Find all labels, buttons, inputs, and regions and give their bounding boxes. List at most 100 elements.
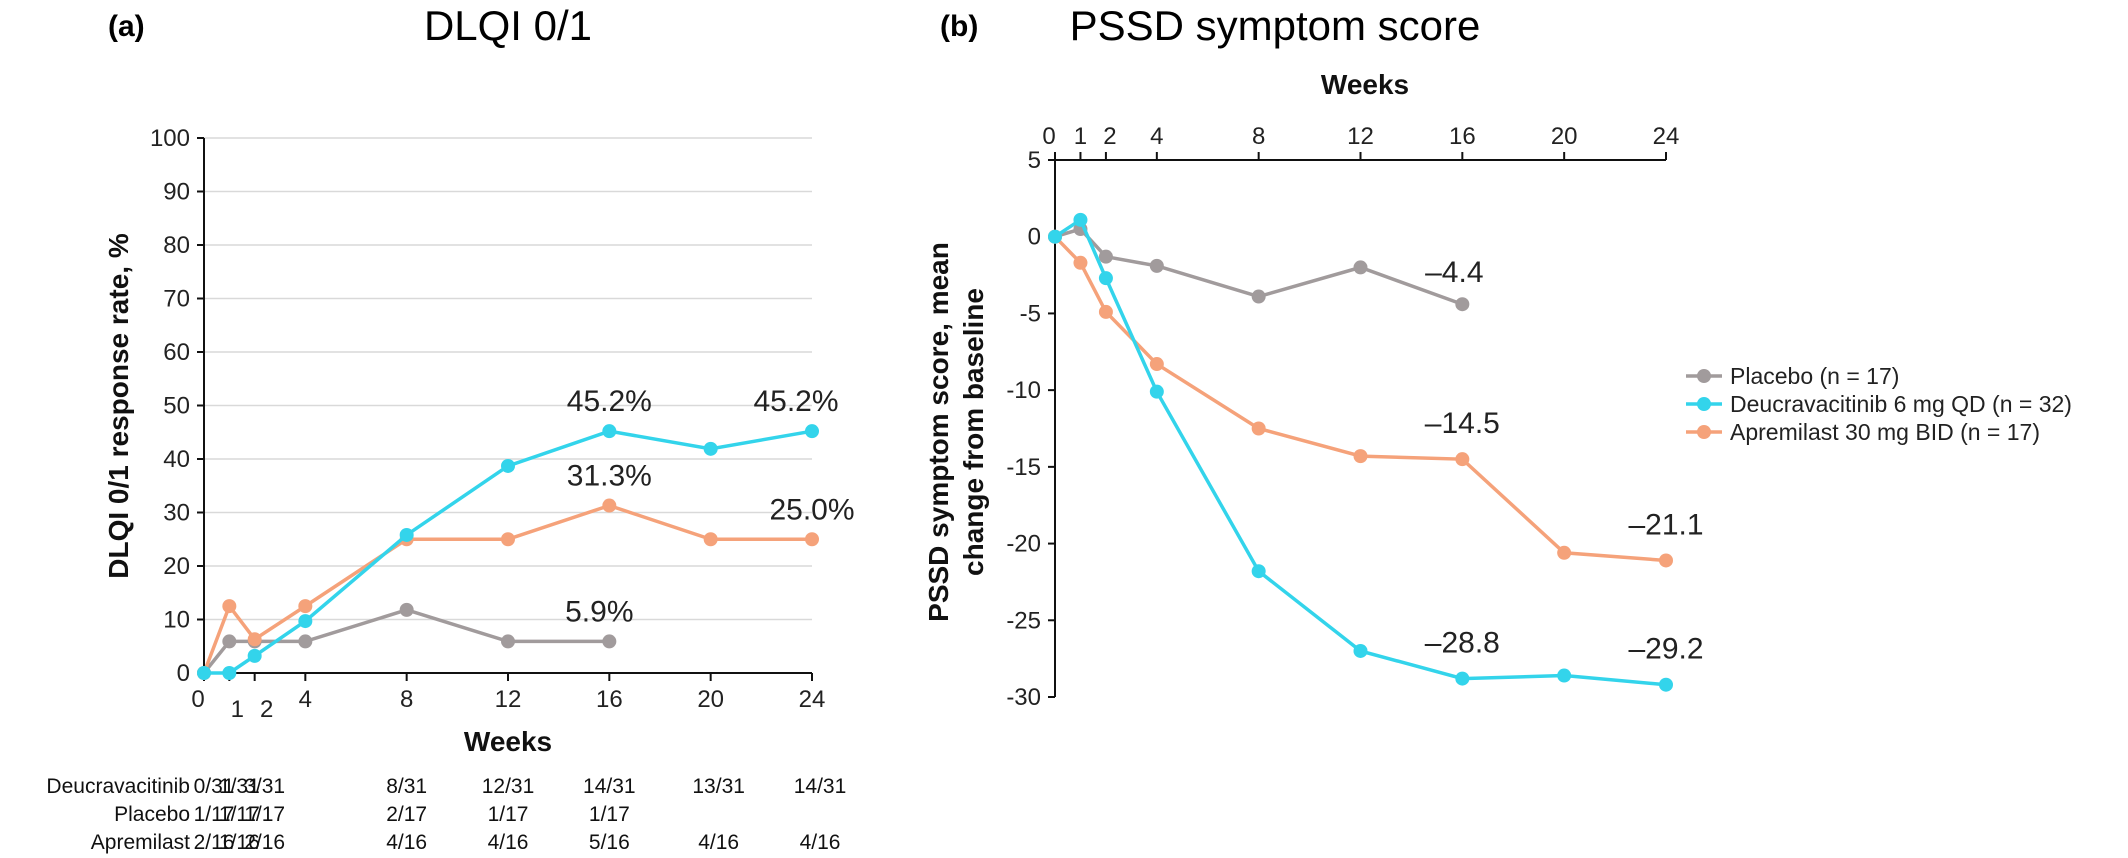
x-tick-label: 1 xyxy=(1074,123,1087,150)
x-tick-label: 24 xyxy=(1653,123,1680,150)
data-point-deucravacitinib xyxy=(501,458,515,473)
x-tick-label: 8 xyxy=(400,686,413,713)
data-point-apremilast xyxy=(1557,545,1572,560)
data-point-deucravacitinib xyxy=(1353,643,1368,658)
data-label: 45.2% xyxy=(753,385,838,418)
table-cell: 2/16 xyxy=(194,831,235,854)
data-point-apremilast xyxy=(222,599,237,614)
legend: Placebo (n = 17)Deucravacitinib 6 mg QD … xyxy=(1686,363,2072,445)
data-point-deucravacitinib xyxy=(1455,671,1470,686)
x-tick-label: 0 xyxy=(1042,123,1055,150)
data-label: 31.3% xyxy=(567,460,652,493)
x-tick-label: 2 xyxy=(260,696,273,723)
data-point-placebo xyxy=(501,634,515,649)
y-tick-label: 90 xyxy=(163,179,190,206)
table-cell: 1/17 xyxy=(219,803,260,826)
data-point-deucravacitinib xyxy=(1149,384,1164,399)
data-point-deucravacitinib xyxy=(1098,271,1113,286)
y-axis-title-a: DLQI 0/1 response rate, % xyxy=(103,233,134,579)
data-label: –4.4 xyxy=(1425,256,1483,289)
table-cell: 13/31 xyxy=(692,775,745,798)
y-tick-label: 30 xyxy=(163,500,190,527)
table-cell: 14/31 xyxy=(794,775,847,798)
data-point-placebo xyxy=(1353,260,1368,275)
y-tick-label: 0 xyxy=(1028,224,1041,251)
legend-swatch-marker xyxy=(1697,425,1711,439)
data-point-apremilast xyxy=(501,532,515,547)
table-cell: 8/31 xyxy=(386,775,427,798)
series-line-apremilast xyxy=(1053,235,1667,563)
table-cell: 1/17 xyxy=(244,803,285,826)
table-cell: 2/17 xyxy=(386,803,427,826)
x-tick-label: 16 xyxy=(596,686,623,713)
data-point-apremilast xyxy=(1455,452,1470,467)
data-point-placebo xyxy=(399,602,414,617)
panel-b-pssd-chart: (b) PSSD symptom scoreWeeks50-5-10-15-20-… xyxy=(923,2,2072,711)
data-point-deucravacitinib xyxy=(247,648,262,663)
data-label: –14.5 xyxy=(1425,407,1500,440)
data-point-apremilast xyxy=(298,599,313,614)
data-point-deucravacitinib xyxy=(1557,668,1572,683)
x-tick-label: 20 xyxy=(1551,123,1578,150)
data-point-placebo xyxy=(1098,249,1113,264)
x-tick-label: 4 xyxy=(1150,123,1163,150)
x-axis-title-b: Weeks xyxy=(1321,69,1409,100)
data-point-deucravacitinib xyxy=(1048,229,1062,244)
data-point-deucravacitinib xyxy=(399,527,414,542)
data-point-placebo xyxy=(222,634,237,649)
table-cell: 12/31 xyxy=(482,775,535,798)
y-tick-label: 60 xyxy=(163,339,190,366)
y-tick-label: 10 xyxy=(163,607,190,634)
x-tick-label: 12 xyxy=(1347,123,1374,150)
x-tick-label: 0 xyxy=(191,686,204,713)
table-cell: 1/31 xyxy=(219,775,260,798)
data-label: –28.8 xyxy=(1425,627,1500,660)
x-tick-label: 12 xyxy=(495,686,522,713)
data-point-apremilast xyxy=(703,532,718,547)
y-tick-label: 80 xyxy=(163,232,190,259)
table-cell: 1/16 xyxy=(219,831,260,854)
data-point-placebo xyxy=(1251,289,1266,304)
data-label: –29.2 xyxy=(1628,633,1703,666)
data-point-apremilast xyxy=(1073,255,1088,270)
legend-swatch-marker xyxy=(1697,397,1711,411)
table-cell: 4/16 xyxy=(488,831,529,854)
data-point-deucravacitinib xyxy=(703,441,718,456)
data-point-apremilast xyxy=(1353,449,1368,464)
x-tick-label: 20 xyxy=(697,686,724,713)
x-tick-label: 2 xyxy=(1103,123,1116,150)
x-tick-label: 8 xyxy=(1252,123,1265,150)
y-axis-title-b-line2: change from baseline xyxy=(958,288,989,576)
x-tick-label: 16 xyxy=(1449,123,1476,150)
y-tick-label: -30 xyxy=(1006,684,1041,711)
table-cell: 1/17 xyxy=(589,803,630,826)
data-label: 25.0% xyxy=(769,493,854,526)
data-point-deucravacitinib xyxy=(1073,212,1088,227)
x-tick-label: 1 xyxy=(231,696,244,723)
y-tick-label: 70 xyxy=(163,286,190,313)
panel-label-a: (a) xyxy=(108,10,145,43)
data-point-deucravacitinib xyxy=(197,666,211,680)
x-axis-title-a: Weeks xyxy=(464,726,552,757)
data-point-apremilast xyxy=(247,632,262,647)
y-axis-title-b-line1: PSSD symptom score, mean xyxy=(923,242,954,622)
data-point-apremilast xyxy=(1251,421,1266,436)
table-cell: 4/16 xyxy=(800,831,841,854)
data-label: 5.9% xyxy=(565,595,633,628)
table-cell: 4/16 xyxy=(386,831,427,854)
data-label: 45.2% xyxy=(567,385,652,418)
data-point-placebo xyxy=(1455,297,1470,312)
table-cell: 3/31 xyxy=(244,775,285,798)
table-cell: 4/16 xyxy=(698,831,739,854)
data-point-deucravacitinib xyxy=(805,424,819,439)
x-tick-label: 4 xyxy=(299,686,312,713)
data-point-apremilast xyxy=(602,498,617,513)
y-tick-label: 5 xyxy=(1028,147,1041,174)
table-cell: 1/17 xyxy=(488,803,529,826)
data-point-deucravacitinib xyxy=(222,666,237,680)
data-label: –21.1 xyxy=(1628,508,1703,541)
table-cell: 0/31 xyxy=(194,775,235,798)
legend-entry: Placebo (n = 17) xyxy=(1730,363,1899,389)
legend-entry: Apremilast 30 mg BID (n = 17) xyxy=(1730,419,2040,445)
